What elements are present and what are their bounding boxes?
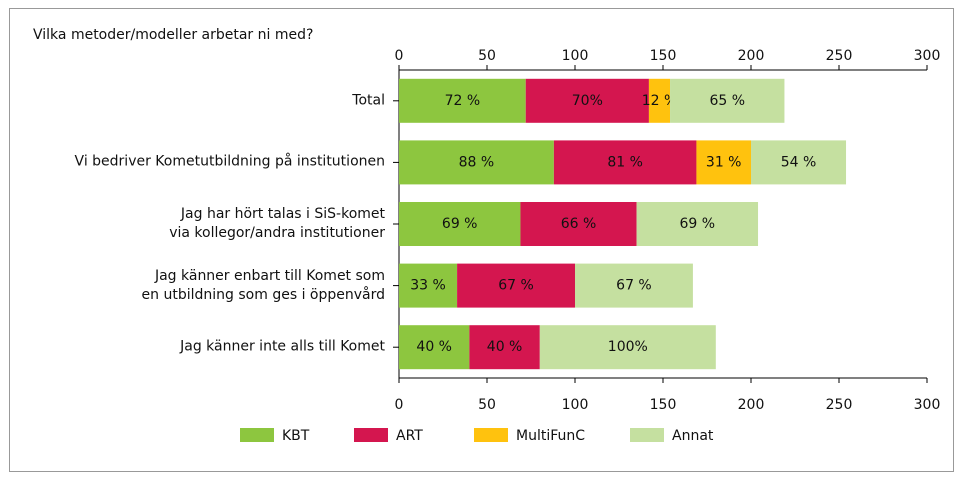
- x-tick-label: 200: [738, 397, 765, 413]
- value-label: 67 %: [616, 278, 652, 294]
- x-tick-label: 250: [826, 48, 853, 64]
- value-label: 67 %: [498, 278, 534, 294]
- category-label: Vi bedriver Kometutbildning på instituti…: [74, 153, 385, 170]
- legend-swatch: [474, 428, 508, 442]
- category-label: Jag känner enbart till Komet som en utbi…: [141, 267, 385, 303]
- value-label: 69 %: [442, 216, 478, 232]
- value-label: 100%: [608, 339, 648, 355]
- bar-segment: [399, 140, 554, 185]
- x-tick-label: 100: [562, 397, 589, 413]
- x-tick-label: 300: [914, 48, 941, 64]
- legend-label: Annat: [672, 428, 714, 444]
- bar-segment: [399, 78, 526, 123]
- x-tick-label: 50: [478, 48, 496, 64]
- value-label: 72 %: [445, 93, 481, 109]
- x-tick-label: 300: [914, 397, 941, 413]
- x-tick-label: 0: [395, 48, 404, 64]
- value-label: 65 %: [709, 93, 745, 109]
- bar-segment: [520, 202, 637, 246]
- value-label: 12 %: [642, 93, 678, 109]
- bar-segment: [553, 140, 697, 185]
- legend-swatch: [630, 428, 664, 442]
- value-label: 40 %: [487, 339, 523, 355]
- bar-segment: [469, 325, 540, 370]
- x-tick-label: 200: [738, 48, 765, 64]
- value-label: 70%: [572, 93, 603, 109]
- legend-swatch: [354, 428, 388, 442]
- bar-segment: [399, 202, 521, 246]
- value-label: 31 %: [706, 154, 742, 170]
- bar-segment: [670, 78, 785, 123]
- frame: [9, 8, 954, 472]
- category-label: Jag har hört talas i SiS-komet via kolle…: [169, 206, 385, 241]
- value-label: 54 %: [781, 154, 817, 170]
- category-label: Jag känner inte alls till Komet: [180, 338, 385, 355]
- bar-segment: [525, 78, 649, 123]
- legend-label: ART: [396, 428, 423, 444]
- chart-title: Vilka metoder/modeller arbetar ni med?: [33, 27, 313, 43]
- value-label: 66 %: [561, 216, 597, 232]
- bar-segment: [648, 78, 671, 123]
- legend-label: MultiFunC: [516, 428, 585, 444]
- value-label: 81 %: [607, 154, 643, 170]
- value-label: 88 %: [459, 154, 495, 170]
- value-label: 33 %: [410, 278, 446, 294]
- value-label: 40 %: [416, 339, 452, 355]
- bar-segment: [539, 325, 716, 370]
- bar-segment: [399, 263, 458, 308]
- category-label: Total: [352, 92, 385, 109]
- bar-segment: [751, 140, 847, 185]
- legend-label: KBT: [282, 428, 310, 444]
- bar-segment: [457, 263, 575, 308]
- x-tick-label: 100: [562, 48, 589, 64]
- bar-segment: [575, 263, 693, 308]
- value-label: 69 %: [680, 216, 716, 232]
- x-tick-label: 150: [650, 397, 677, 413]
- bar-segment: [399, 325, 470, 370]
- x-tick-label: 0: [395, 397, 404, 413]
- x-tick-label: 50: [478, 397, 496, 413]
- x-tick-label: 150: [650, 48, 677, 64]
- x-tick-label: 250: [826, 397, 853, 413]
- bar-segment: [696, 140, 751, 185]
- legend-swatch: [240, 428, 274, 442]
- bar-segment: [636, 202, 759, 246]
